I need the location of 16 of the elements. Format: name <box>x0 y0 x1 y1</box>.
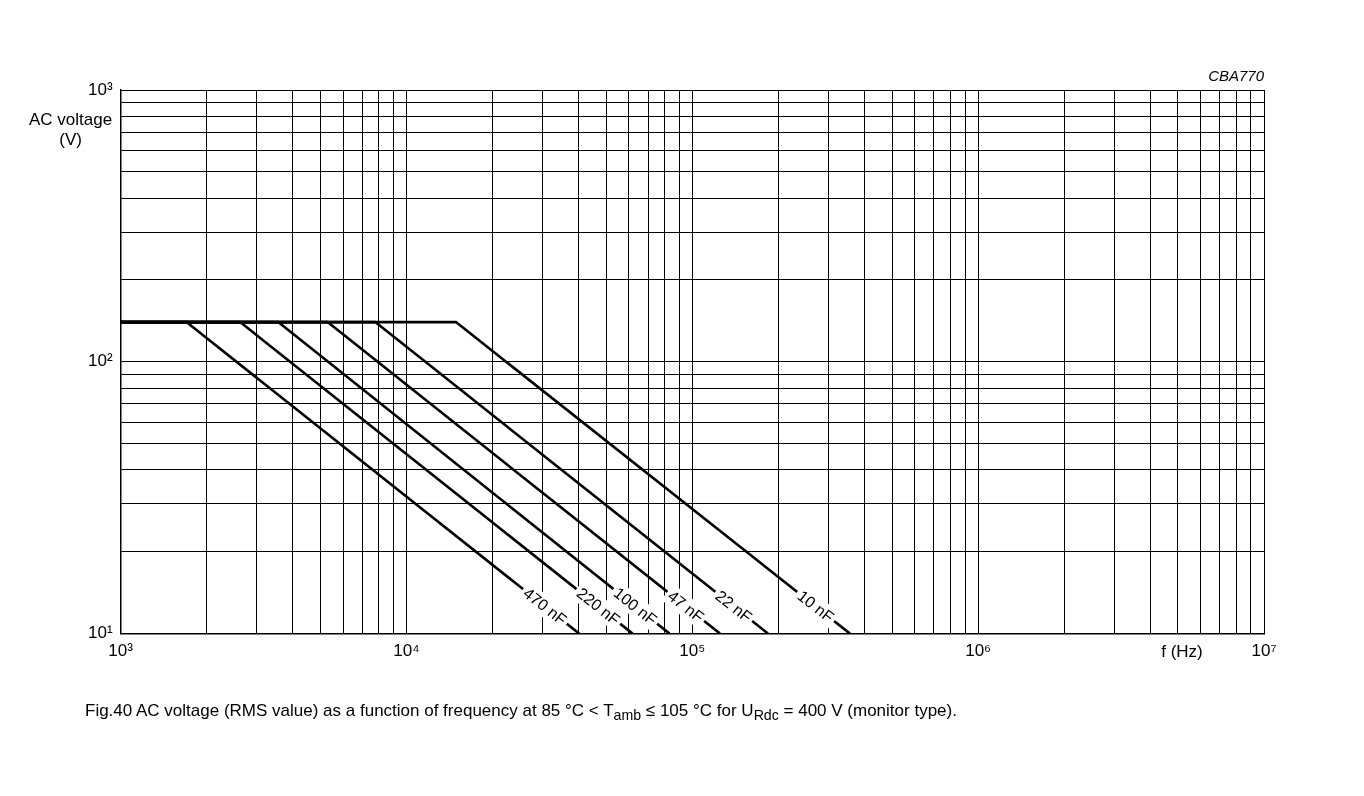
text: 47 nF <box>664 586 708 626</box>
y-tick-label: 10² <box>87 351 113 371</box>
text: CBA770 <box>1208 66 1265 84</box>
text: 10 nF <box>794 587 838 626</box>
y-tick-label: 10³ <box>87 79 113 99</box>
x-tick-label: 10³ <box>108 641 134 661</box>
y-tick-label: 10¹ <box>87 623 113 643</box>
x-tick-label: 10⁴ <box>393 641 420 661</box>
text: Fig.40 AC voltage (RMS value) as a function of frequency at 85 °C < T$_{amb}$ ≤ 105 °C for U$_{Rdc}$ = 400 V (monitor type). <box>85 700 958 726</box>
y-axis-title: AC voltage (V) <box>28 110 113 150</box>
text: 22 nF <box>712 586 756 626</box>
x-axis-title: f (Hz) <box>1161 641 1203 661</box>
text: 470 nF <box>520 584 570 629</box>
x-tick-label: 10⁶ <box>965 641 992 661</box>
x-tick-label: 10⁵ <box>679 641 706 661</box>
x-tick-label: 10⁷ <box>1251 641 1277 661</box>
